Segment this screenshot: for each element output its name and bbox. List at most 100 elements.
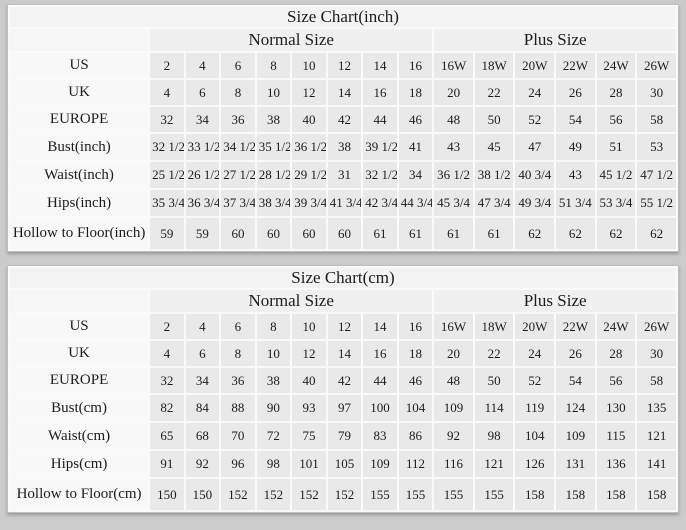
size-cell: 59 — [150, 218, 184, 249]
size-cell: 131 — [556, 451, 595, 477]
size-cell: 16 — [363, 341, 397, 366]
size-cell: 10 — [292, 53, 326, 78]
size-cell: 152 — [292, 479, 326, 510]
size-cell: 24W — [596, 53, 636, 78]
size-cell: 16 — [363, 80, 397, 105]
size-cell: 121 — [637, 423, 676, 449]
row-label: US — [10, 53, 149, 78]
size-cell: 62 — [637, 218, 676, 249]
size-cell: 47 — [515, 134, 555, 160]
size-cell: 49 3/4 — [515, 190, 555, 216]
size-chart-inch-table: Size Chart(inch) Normal Size Plus Size US 2 4… — [7, 4, 679, 252]
size-cell: 16W — [434, 314, 473, 339]
size-cell: 20W — [515, 314, 555, 339]
size-cell: 141 — [637, 451, 676, 477]
table-row: Hollow to Floor(cm) 150 150 152 152 152 152 155… — [10, 479, 676, 510]
size-cell: 26 — [556, 341, 595, 366]
row-label: Bust(inch) — [10, 134, 149, 160]
size-cell: 68 — [185, 423, 220, 449]
group-header-plus: Plus Size — [434, 290, 676, 312]
size-cell: 109 — [434, 395, 473, 421]
size-cell: 75 — [292, 423, 326, 449]
size-cell: 22 — [474, 80, 514, 105]
size-cell: 54 — [556, 107, 595, 132]
size-cell: 45 — [474, 134, 514, 160]
size-cell: 30 — [637, 80, 676, 105]
size-cell: 59 — [185, 218, 220, 249]
size-cell: 41 — [398, 134, 433, 160]
size-cell: 158 — [515, 479, 555, 510]
size-cell: 51 — [596, 134, 636, 160]
size-cell: 88 — [221, 395, 255, 421]
size-cell: 42 — [327, 368, 362, 393]
group-header-plus: Plus Size — [434, 29, 676, 51]
table-row: Bust(inch) 32 1/2 33 1/2 34 1/2 35 1/2 36 1/2… — [10, 134, 676, 160]
table-row: US 2 4 6 8 10 12 14 16 16W 18W 20W 22W 24W 26W — [10, 53, 676, 78]
size-chart-cm-table: Size Chart(cm) Normal Size Plus Size US 2 4 6 8… — [7, 265, 679, 513]
size-cell: 12 — [292, 341, 326, 366]
size-cell: 20 — [434, 80, 473, 105]
size-cell: 61 — [363, 218, 397, 249]
size-cell: 25 1/2 — [150, 162, 184, 188]
size-cell: 53 3/4 — [596, 190, 636, 216]
size-cell: 58 — [637, 107, 676, 132]
size-cell: 50 — [474, 368, 514, 393]
size-cell: 30 — [637, 341, 676, 366]
size-cell: 70 — [221, 423, 255, 449]
size-cell: 119 — [515, 395, 555, 421]
size-cell: 10 — [256, 80, 291, 105]
size-cell: 49 — [556, 134, 595, 160]
size-cell: 8 — [221, 341, 255, 366]
size-cell: 36 — [221, 368, 255, 393]
size-cell: 32 1/2 — [150, 134, 184, 160]
size-cell: 101 — [292, 451, 326, 477]
size-cell: 4 — [150, 341, 184, 366]
size-cell: 50 — [474, 107, 514, 132]
row-label: Waist(cm) — [10, 423, 149, 449]
table-row: UK 4 6 8 10 12 14 16 18 20 22 24 26 28 30 — [10, 80, 676, 105]
size-cell: 152 — [256, 479, 291, 510]
size-cell: 28 — [596, 341, 636, 366]
row-label: Bust(cm) — [10, 395, 149, 421]
size-cell: 22W — [556, 314, 595, 339]
size-cell: 29 1/2 — [292, 162, 326, 188]
size-cell: 22W — [556, 53, 595, 78]
size-cell: 155 — [474, 479, 514, 510]
size-cell: 38 — [256, 107, 291, 132]
size-cell: 109 — [363, 451, 397, 477]
size-cell: 33 1/2 — [185, 134, 220, 160]
size-cell: 109 — [556, 423, 595, 449]
size-cell: 12 — [327, 53, 362, 78]
size-cell: 34 — [398, 162, 433, 188]
size-cell: 6 — [185, 80, 220, 105]
group-header-normal: Normal Size — [150, 29, 433, 51]
size-cell: 8 — [256, 314, 291, 339]
size-cell: 34 — [185, 107, 220, 132]
size-cell: 18 — [398, 80, 433, 105]
size-cell: 79 — [327, 423, 362, 449]
row-label: EUROPE — [10, 368, 149, 393]
size-cell: 14 — [363, 314, 397, 339]
size-cell: 43 — [434, 134, 473, 160]
corner-cell — [10, 290, 149, 312]
size-cell: 4 — [185, 53, 220, 78]
row-label: Hips(cm) — [10, 451, 149, 477]
size-cell: 124 — [556, 395, 595, 421]
size-cell: 35 1/2 — [256, 134, 291, 160]
table-title: Size Chart(inch) — [10, 7, 676, 27]
size-cell: 38 — [327, 134, 362, 160]
size-cell: 14 — [363, 53, 397, 78]
size-cell: 98 — [256, 451, 291, 477]
size-cell: 65 — [150, 423, 184, 449]
size-cell: 92 — [434, 423, 473, 449]
size-cell: 32 — [150, 107, 184, 132]
size-cell: 20 — [434, 341, 473, 366]
size-cell: 114 — [474, 395, 514, 421]
size-cell: 36 1/2 — [434, 162, 473, 188]
size-cell: 104 — [515, 423, 555, 449]
size-cell: 158 — [596, 479, 636, 510]
size-cell: 47 3/4 — [474, 190, 514, 216]
size-cell: 52 — [515, 368, 555, 393]
size-cell: 26W — [637, 314, 676, 339]
size-cell: 34 1/2 — [221, 134, 255, 160]
